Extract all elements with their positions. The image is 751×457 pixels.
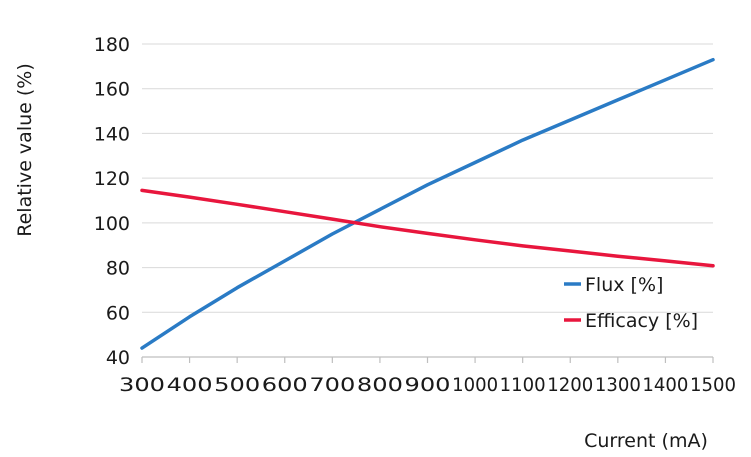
y-tick-label: 80 xyxy=(106,258,130,280)
x-axis: 300 400 500 600 700 800 900 1000 1100 1200 1300 140… xyxy=(119,356,736,396)
x-tick-label: 400 xyxy=(167,374,213,396)
y-axis-title: Relative value (%) xyxy=(14,63,36,236)
x-tick-label: 1000 xyxy=(452,374,498,396)
y-axis: 40 60 80 100 120 140 160 180 xyxy=(94,34,130,369)
x-tick-label: 700 xyxy=(309,374,355,396)
x-tick-label: 1100 xyxy=(500,374,546,396)
y-tick-label: 160 xyxy=(94,79,130,101)
y-tick-label: 140 xyxy=(94,123,130,145)
legend: Flux [%] Efficacy [%] xyxy=(564,274,698,332)
x-tick-label: 1200 xyxy=(547,374,593,396)
y-tick-label: 100 xyxy=(94,213,130,235)
x-tick-label: 1400 xyxy=(642,374,688,396)
legend-label: Efficacy [%] xyxy=(585,310,698,332)
y-tick-label: 180 xyxy=(94,34,130,56)
y-tick-label: 40 xyxy=(106,347,130,369)
x-tick-label: 1500 xyxy=(690,374,736,396)
series-line-1 xyxy=(140,188,715,268)
series-line-0 xyxy=(140,57,715,350)
gridlines xyxy=(142,43,713,358)
x-tick-label: 500 xyxy=(214,374,260,396)
x-tick-label: 900 xyxy=(405,374,451,396)
x-tick-label: 1300 xyxy=(595,374,641,396)
x-tick-label: 300 xyxy=(119,374,165,396)
y-tick-label: 60 xyxy=(106,302,130,324)
legend-label: Flux [%] xyxy=(585,274,663,296)
x-tick-label: 600 xyxy=(262,374,308,396)
series-lines xyxy=(140,57,715,350)
y-tick-label: 120 xyxy=(94,168,130,190)
x-tick-label: 800 xyxy=(357,374,403,396)
x-axis-title: Current (mA) xyxy=(584,430,708,452)
